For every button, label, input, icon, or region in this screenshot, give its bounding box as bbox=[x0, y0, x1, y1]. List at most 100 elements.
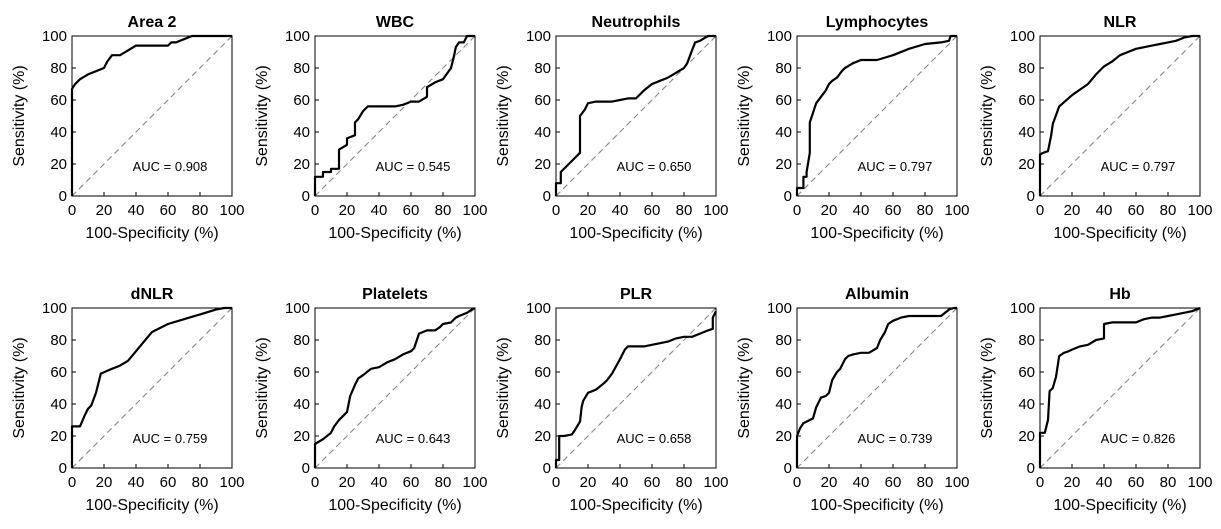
y-tick-label: 60 bbox=[50, 92, 67, 109]
y-tick-label: 40 bbox=[775, 396, 792, 413]
y-axis-label: Sensitivity (%) bbox=[11, 337, 28, 438]
panel-title: NLR bbox=[1104, 14, 1137, 31]
y-tick-label: 0 bbox=[784, 188, 792, 205]
auc-annotation: AUC = 0.797 bbox=[858, 159, 933, 174]
x-tick-label: 20 bbox=[96, 474, 113, 491]
x-tick-label: 60 bbox=[885, 474, 902, 491]
y-tick-label: 100 bbox=[767, 28, 792, 45]
x-tick-label: 100 bbox=[944, 474, 969, 491]
y-tick-label: 80 bbox=[293, 332, 310, 349]
roc-panel: 0 20 40 60 80 100 0 20 40 60 80 100 Albumin 100-Speci… bbox=[736, 286, 970, 514]
x-tick-label: 60 bbox=[1128, 474, 1145, 491]
y-tick-label: 60 bbox=[775, 92, 792, 109]
y-tick-label: 0 bbox=[59, 188, 67, 205]
y-tick-label: 0 bbox=[784, 460, 792, 477]
y-tick-label: 40 bbox=[50, 396, 67, 413]
y-axis-label: Sensitivity (%) bbox=[495, 65, 512, 166]
y-tick-label: 0 bbox=[543, 188, 551, 205]
y-tick-label: 0 bbox=[543, 460, 551, 477]
panel-title: Neutrophils bbox=[592, 14, 681, 31]
x-tick-label: 80 bbox=[1160, 202, 1177, 219]
y-tick-label: 80 bbox=[50, 60, 67, 77]
x-tick-label: 0 bbox=[1036, 474, 1044, 491]
y-tick-label: 60 bbox=[293, 92, 310, 109]
auc-annotation: AUC = 0.759 bbox=[133, 431, 208, 446]
x-tick-label: 60 bbox=[644, 474, 661, 491]
x-axis-label: 100-Specificity (%) bbox=[569, 225, 702, 242]
auc-annotation: AUC = 0.545 bbox=[376, 159, 451, 174]
x-tick-label: 80 bbox=[435, 474, 452, 491]
x-tick-label: 80 bbox=[676, 474, 693, 491]
x-tick-label: 60 bbox=[160, 474, 177, 491]
panel-title: PLR bbox=[620, 286, 652, 303]
x-tick-label: 20 bbox=[339, 474, 356, 491]
y-axis-label: Sensitivity (%) bbox=[11, 65, 28, 166]
x-tick-label: 0 bbox=[68, 474, 76, 491]
x-tick-label: 20 bbox=[1064, 202, 1081, 219]
auc-annotation: AUC = 0.908 bbox=[133, 159, 208, 174]
y-tick-label: 40 bbox=[1018, 396, 1035, 413]
roc-panel: 0 20 40 60 80 100 0 20 40 60 80 100 dNLR 100-Specific… bbox=[11, 286, 245, 514]
x-tick-label: 20 bbox=[96, 202, 113, 219]
x-tick-label: 20 bbox=[339, 202, 356, 219]
y-tick-label: 60 bbox=[534, 364, 551, 381]
x-axis-label: 100-Specificity (%) bbox=[569, 497, 702, 514]
x-tick-label: 0 bbox=[552, 474, 560, 491]
y-tick-label: 100 bbox=[767, 300, 792, 317]
y-tick-label: 80 bbox=[775, 60, 792, 77]
x-tick-label: 0 bbox=[311, 474, 319, 491]
x-tick-label: 40 bbox=[371, 202, 388, 219]
y-tick-label: 60 bbox=[1018, 364, 1035, 381]
x-tick-label: 100 bbox=[219, 202, 244, 219]
y-tick-label: 20 bbox=[775, 156, 792, 173]
y-tick-label: 100 bbox=[285, 28, 310, 45]
x-tick-label: 0 bbox=[1036, 202, 1044, 219]
auc-annotation: AUC = 0.826 bbox=[1101, 431, 1176, 446]
y-tick-label: 60 bbox=[1018, 92, 1035, 109]
x-tick-label: 100 bbox=[219, 474, 244, 491]
y-tick-label: 20 bbox=[534, 156, 551, 173]
x-tick-label: 60 bbox=[160, 202, 177, 219]
x-tick-label: 40 bbox=[371, 474, 388, 491]
x-tick-label: 0 bbox=[793, 202, 801, 219]
roc-panel: 0 20 40 60 80 100020406080100Hb100-Specificit… bbox=[979, 286, 1213, 514]
x-axis-label: 100-Specificity (%) bbox=[1053, 497, 1186, 514]
x-tick-label: 0 bbox=[68, 202, 76, 219]
y-tick-label: 100 bbox=[526, 300, 551, 317]
y-tick-label: 20 bbox=[293, 156, 310, 173]
x-tick-label: 40 bbox=[128, 202, 145, 219]
x-tick-label: 100 bbox=[462, 202, 487, 219]
x-tick-label: 80 bbox=[676, 202, 693, 219]
x-axis-label: 100-Specificity (%) bbox=[328, 225, 461, 242]
x-axis-label: 100-Specificity (%) bbox=[85, 497, 218, 514]
x-tick-label: 40 bbox=[612, 202, 629, 219]
y-tick-label: 20 bbox=[775, 428, 792, 445]
x-axis-label: 100-Specificity (%) bbox=[1053, 225, 1186, 242]
y-tick-label: 80 bbox=[293, 60, 310, 77]
x-tick-label: 80 bbox=[1160, 474, 1177, 491]
y-tick-label: 20 bbox=[1018, 428, 1035, 445]
roc-panel: 0 20 40 60 80 100 0 20 40 60 80 100 Platelets 100-Spe… bbox=[254, 286, 488, 514]
y-tick-label: 60 bbox=[534, 92, 551, 109]
y-tick-label: 80 bbox=[534, 332, 551, 349]
x-tick-label: 60 bbox=[1128, 202, 1145, 219]
roc-panel: 0 20 40 60 80 100020406080100PLR100-Specifici… bbox=[495, 286, 729, 514]
y-tick-label: 40 bbox=[293, 396, 310, 413]
y-tick-label: 40 bbox=[534, 396, 551, 413]
x-tick-label: 60 bbox=[403, 474, 420, 491]
x-axis-label: 100-Specificity (%) bbox=[328, 497, 461, 514]
y-tick-label: 100 bbox=[526, 28, 551, 45]
y-tick-label: 80 bbox=[775, 332, 792, 349]
auc-annotation: AUC = 0.797 bbox=[1101, 159, 1176, 174]
auc-annotation: AUC = 0.658 bbox=[617, 431, 692, 446]
y-tick-label: 100 bbox=[42, 28, 67, 45]
roc-panel: 0 20 40 60 80 100020406080100WBC100-Specifici… bbox=[254, 14, 488, 242]
x-tick-label: 100 bbox=[703, 474, 728, 491]
y-axis-label: Sensitivity (%) bbox=[736, 337, 753, 438]
panel-title: Area 2 bbox=[128, 14, 177, 31]
panel-title: dNLR bbox=[131, 286, 174, 303]
x-tick-label: 40 bbox=[1096, 474, 1113, 491]
x-tick-label: 40 bbox=[612, 474, 629, 491]
x-tick-label: 20 bbox=[821, 202, 838, 219]
y-tick-label: 0 bbox=[59, 460, 67, 477]
